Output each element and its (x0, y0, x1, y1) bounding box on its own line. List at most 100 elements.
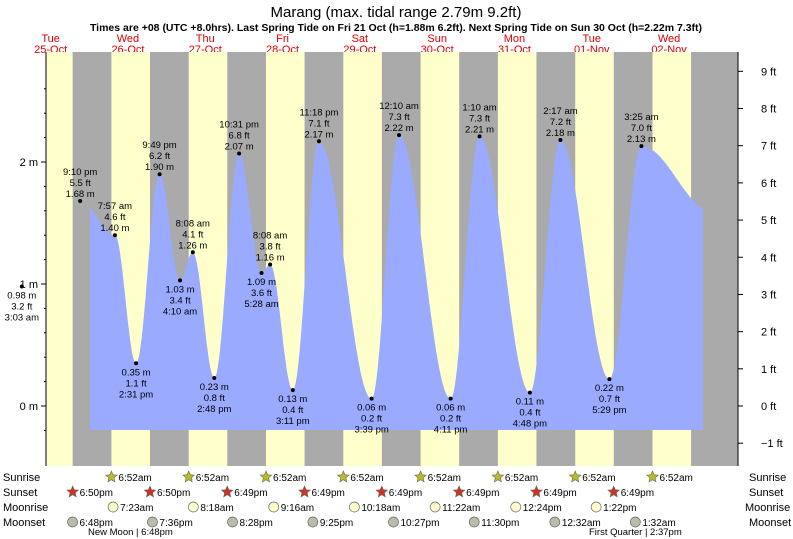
high-tide-time: 8:08 am (176, 218, 210, 229)
sunset-time: 6:49pm (234, 488, 267, 499)
sunrise-label-left: Sunrise (3, 472, 40, 484)
low-tide-time: 3:03 am (5, 312, 39, 323)
high-tide-metres: 1.26 m (178, 240, 207, 251)
sunrise-icon (414, 470, 428, 483)
sunrise-icon (259, 470, 273, 483)
moonset-time: 8:28pm (240, 518, 273, 529)
moonset-icon (307, 516, 319, 528)
moonset-label-right: Moonset (749, 517, 791, 529)
low-tide-time: 5:29 pm (592, 405, 626, 416)
high-tide-metres: 1.40 m (100, 223, 129, 234)
moonset-label-left: Moonset (3, 517, 45, 529)
low-tide-dot (212, 375, 217, 380)
low-tide-metres: 1.03 m (165, 284, 194, 295)
low-tide-metres: 0.11 m (516, 397, 544, 408)
sunset-time: 6:49pm (621, 488, 654, 499)
right-tick-label: 9 ft (761, 66, 776, 78)
sunrise-label-right: Sunrise (749, 472, 786, 484)
high-tide-time: 8:08 am (253, 230, 287, 241)
moonrise-time: 12:24pm (523, 503, 562, 514)
low-tide-metres: 1.09 m (247, 277, 276, 288)
chart-title: Marang (max. tidal range 2.79m 9.2ft) (271, 4, 522, 21)
low-tide-feet: 0.2 ft (440, 414, 461, 425)
high-tide-dot (397, 133, 402, 138)
high-tide-metres: 2.17 m (304, 129, 333, 140)
low-tide-dot (369, 396, 374, 401)
high-tide-metres: 1.90 m (145, 162, 174, 173)
day-weekday: Tue (41, 33, 60, 45)
high-tide-dot (477, 134, 482, 139)
low-tide-time: 3:39 pm (354, 425, 388, 436)
moonset-time: 10:27pm (401, 518, 440, 529)
axes: 0 m 1 m 2 m −1 ft 0 ft 1 ft 2 ft 3 ft 4 ft 5 ft 6 … (20, 52, 783, 466)
low-tide-dot (134, 361, 139, 366)
high-tide-feet: 6.8 ft (229, 130, 250, 141)
sunset-time: 6:49pm (389, 488, 422, 499)
day-weekday: Mon (504, 33, 525, 45)
low-tide-feet: 3.2 ft (11, 301, 32, 312)
moonrise-icon (429, 501, 441, 513)
low-tide-feet: 0.8 ft (204, 393, 225, 404)
moonrise-icon (268, 501, 280, 513)
moonset-time: 7:36pm (159, 518, 192, 529)
high-tide-time: 2:17 am (543, 106, 577, 117)
high-tide-dot (78, 199, 83, 204)
moonrise-time: 1:22pm (603, 503, 636, 514)
high-tide-feet: 7.2 ft (550, 117, 571, 128)
sunset-icon (143, 485, 157, 498)
low-tide-dot (448, 396, 453, 401)
moonset-time: 9:25pm (320, 518, 353, 529)
low-tide-feet: 0.4 ft (519, 408, 540, 419)
right-tick-label: 4 ft (761, 252, 776, 264)
high-tide-metres: 2.18 m (546, 128, 575, 139)
sunrise-icon (491, 470, 505, 483)
low-tide-dot (259, 271, 264, 276)
moonrise-time: 8:18am (200, 503, 233, 514)
moonset-time: 1:32am (642, 518, 675, 529)
low-tide-dot (19, 284, 24, 289)
high-tide-feet: 4.6 ft (104, 212, 125, 223)
low-tide-time: 2:31 pm (119, 389, 153, 400)
moonset-icon (629, 516, 641, 528)
right-tick-label: 5 ft (761, 215, 776, 227)
high-tide-feet: 7.0 ft (631, 123, 652, 134)
sunset-label-left: Sunset (3, 487, 37, 499)
left-tick-label: 0 m (20, 401, 38, 413)
day-weekday: Tue (582, 33, 601, 45)
moonrise-time: 11:22am (442, 503, 480, 514)
low-tide-metres: 0.13 m (278, 394, 307, 405)
high-tide-dot (639, 144, 644, 149)
high-tide-time: 9:49 pm (142, 140, 176, 151)
low-tide-feet: 3.4 ft (169, 295, 190, 306)
sunrise-icon (336, 470, 350, 483)
high-tide-feet: 6.2 ft (149, 151, 170, 162)
right-tick-label: 6 ft (761, 178, 776, 190)
sunrise-time: 6:52am (118, 473, 151, 484)
high-tide-feet: 5.5 ft (70, 178, 91, 189)
high-tide-metres: 1.68 m (66, 189, 95, 200)
moonrise-time: 7:23am (120, 503, 153, 514)
low-tide-time: 4:48 pm (513, 419, 547, 430)
sunset-icon (607, 485, 621, 498)
sunrise-time: 6:52am (350, 473, 383, 484)
moonrise-label-left: Moonrise (3, 502, 48, 514)
low-tide-feet: 0.2 ft (361, 414, 382, 425)
sunrise-time: 6:52am (196, 473, 229, 484)
sunrise-icon (646, 470, 659, 483)
left-tick-label: 1 m (20, 279, 38, 291)
low-tide-feet: 0.4 ft (282, 405, 303, 416)
moonrise-time: 10:18am (361, 503, 400, 514)
low-tide-feet: 1.1 ft (125, 378, 146, 389)
high-tide-metres: 2.13 m (627, 134, 656, 145)
sunrise-time: 6:52am (428, 473, 461, 484)
low-tide-metres: 0.06 m (357, 403, 386, 414)
moonrise-time: 9:16am (281, 503, 314, 514)
high-tide-feet: 4.1 ft (182, 229, 203, 240)
low-tide-dot (527, 390, 532, 395)
high-tide-feet: 7.1 ft (308, 118, 329, 129)
high-tide-dot (112, 233, 117, 238)
low-tide-feet: 0.7 ft (599, 394, 620, 405)
low-tide-metres: 0.35 m (122, 367, 151, 378)
sunrise-time: 6:52am (273, 473, 306, 484)
